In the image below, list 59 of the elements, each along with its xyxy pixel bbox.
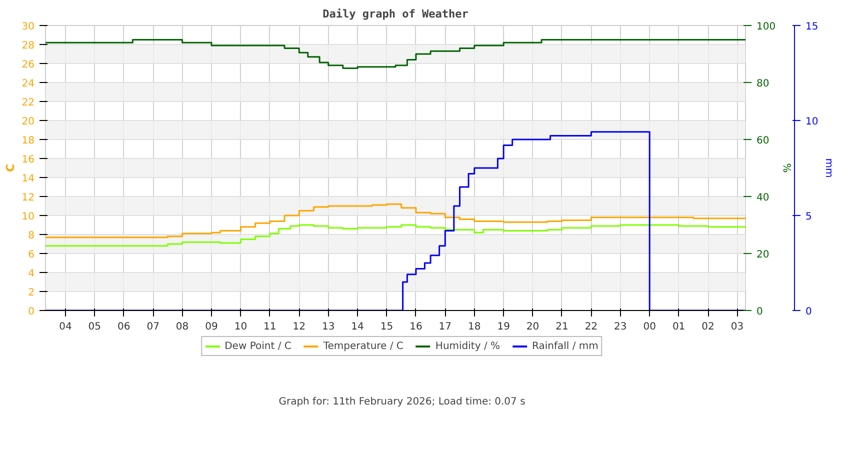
x-tick-label: 07 — [146, 322, 160, 332]
x-tick-label: 08 — [176, 322, 189, 332]
y-tick-label: 26 — [22, 60, 35, 70]
y3-tick-label: 5 — [806, 212, 812, 222]
y3-tick-label: 0 — [806, 306, 812, 318]
legend-label: Temperature / C — [323, 340, 404, 352]
y-tick-label: 20 — [22, 116, 35, 128]
y-tick-label: 28 — [22, 40, 35, 52]
x-tick-label: 19 — [497, 322, 510, 332]
legend-label: Rainfall / mm — [532, 340, 598, 352]
y-tick-label: 0 — [28, 306, 35, 318]
y-axis-title: C — [4, 164, 17, 172]
x-tick-label: 23 — [614, 322, 627, 332]
y2-tick-label: 40 — [756, 192, 770, 204]
y-tick-label: 24 — [22, 78, 35, 90]
y2-tick-label: 0 — [756, 306, 763, 318]
y-tick-label: 22 — [22, 98, 35, 108]
y2-tick-label: 80 — [756, 78, 770, 90]
y-tick-label: 12 — [22, 192, 35, 204]
y-tick-label: 10 — [22, 212, 35, 222]
y-tick-label: 18 — [22, 136, 35, 146]
x-tick-label: 15 — [380, 322, 394, 332]
x-tick-label: 05 — [88, 322, 102, 332]
y-tick-label: 14 — [22, 174, 35, 184]
x-tick-label: 22 — [584, 322, 598, 332]
y2-tick-label: 20 — [756, 250, 770, 260]
y3-tick-label: 15 — [806, 22, 818, 32]
legend-label: Humidity / % — [435, 340, 500, 352]
text: Graph for: 11th February 2026; Load time: 0.07 s — [278, 396, 526, 408]
y-tick-label: 30 — [22, 22, 35, 32]
x-tick-label: 04 — [59, 322, 72, 332]
legend-label: Dew Point / C — [224, 340, 292, 352]
y3-axis-title: mm — [823, 158, 834, 178]
y-tick-label: 4 — [28, 268, 35, 280]
x-tick-label: 20 — [526, 322, 540, 332]
x-tick-label: 02 — [702, 322, 714, 332]
x-tick-label: 17 — [438, 322, 452, 332]
y2-tick-label: 100 — [756, 22, 776, 32]
x-tick-label: 09 — [205, 322, 218, 332]
y2-axis-title: % — [780, 163, 792, 173]
x-tick-label: 16 — [410, 322, 422, 332]
y-tick-label: 2 — [28, 288, 35, 298]
x-tick-label: 11 — [264, 322, 276, 332]
x-tick-label: 21 — [556, 322, 568, 332]
x-tick-label: 01 — [672, 322, 686, 332]
x-tick-label: 00 — [643, 322, 656, 332]
y3-tick-label: 10 — [806, 116, 818, 128]
x-tick-label: 13 — [322, 322, 335, 332]
x-tick-label: 18 — [468, 322, 481, 332]
x-tick-label: 03 — [730, 322, 744, 332]
y-tick-label: 16 — [22, 154, 35, 166]
y2-tick-label: 60 — [756, 136, 770, 146]
x-tick-label: 14 — [351, 322, 364, 332]
y-tick-label: 6 — [28, 250, 35, 260]
y-tick-label: 8 — [28, 230, 35, 242]
x-tick-label: 06 — [118, 322, 130, 332]
x-tick-label: 12 — [292, 322, 306, 332]
x-tick-label: 10 — [234, 322, 248, 332]
chart-title: Daily graph of Weather — [322, 8, 469, 20]
